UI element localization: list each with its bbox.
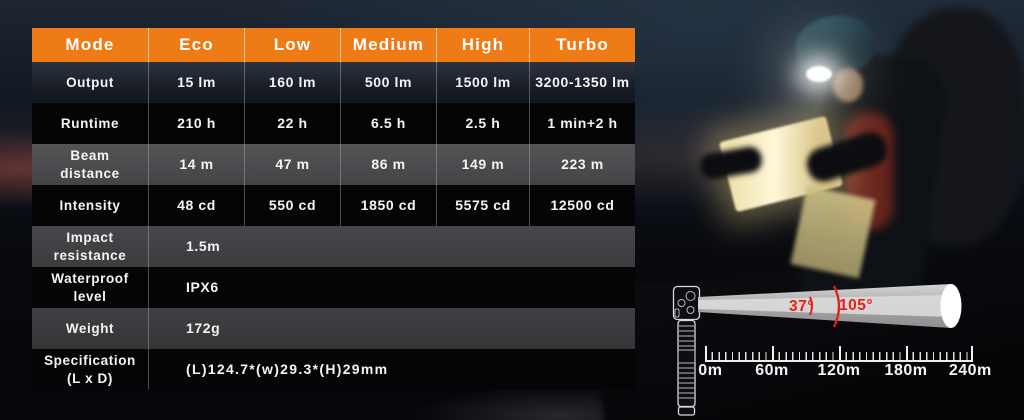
table-header-row: Mode Eco Low Medium High Turbo	[32, 28, 635, 62]
cell-value: 22 h	[244, 103, 340, 144]
cell-value: 1 min+2 h	[529, 103, 635, 144]
ruler-major-tick	[705, 346, 707, 360]
cell-value: 47 m	[244, 144, 340, 185]
spec-table: Mode Eco Low Medium High Turbo Output 15…	[32, 28, 635, 390]
beam-diagram: 37° 105° 0m 60m 120m 180m 240m	[672, 283, 1024, 420]
cell-value: 550 cd	[244, 185, 340, 226]
cell-value: 6.5 h	[340, 103, 436, 144]
cell-value: 500 lm	[340, 62, 436, 103]
table-row-waterproof-level: Waterproof level IPX6	[32, 267, 635, 308]
cell-value: 12500 cd	[529, 185, 635, 226]
table-row-runtime: Runtime 210 h 22 h 6.5 h 2.5 h 1 min+2 h	[32, 103, 635, 144]
cell-value: 149 m	[436, 144, 529, 185]
cell-value: 86 m	[340, 144, 436, 185]
row-label: Impact resistance	[53, 229, 127, 263]
cell-value: IPX6	[148, 267, 635, 308]
row-label: Intensity	[59, 197, 121, 213]
row-label: Runtime	[60, 115, 120, 131]
ruler-major-tick	[971, 346, 973, 360]
cell-value: 1.5m	[148, 226, 635, 267]
cell-value: 1850 cd	[340, 185, 436, 226]
headlamp-glow	[806, 66, 832, 82]
ruler-major-tick	[772, 346, 774, 360]
ruler-label: 180m	[884, 362, 928, 379]
table-row-specification: Specification (L x D) (L)124.7*(w)29.3*(…	[32, 349, 635, 390]
cell-value: 15 lm	[148, 62, 244, 103]
ruler-major-tick	[906, 346, 908, 360]
flashlight-icon	[672, 285, 701, 416]
ruler-baseline	[705, 360, 973, 362]
ruler-label: 0m	[698, 362, 723, 379]
spot-angle-label: 37°	[789, 298, 814, 315]
header-cell-eco: Eco	[148, 28, 244, 62]
ruler-label: 60m	[755, 362, 789, 379]
flood-angle-label: 105°	[839, 297, 874, 314]
cell-value: 172g	[148, 308, 635, 349]
cell-value: 160 lm	[244, 62, 340, 103]
row-label: Output	[66, 74, 114, 90]
beam-cone	[698, 284, 962, 328]
cell-value: 210 h	[148, 103, 244, 144]
header-cell-low: Low	[244, 28, 340, 62]
header-cell-high: High	[436, 28, 529, 62]
cell-value: 2.5 h	[436, 103, 529, 144]
table-row-beam-distance: Beam distance 14 m 47 m 86 m 149 m 223 m	[32, 144, 635, 185]
header-cell-mode: Mode	[65, 34, 115, 54]
table-row-output: Output 15 lm 160 lm 500 lm 1500 lm 3200-…	[32, 62, 635, 103]
cell-value: 1500 lm	[436, 62, 529, 103]
table-row-weight: Weight 172g	[32, 308, 635, 349]
cell-value: 48 cd	[148, 185, 244, 226]
ruler-major-tick	[839, 346, 841, 360]
row-label: Beam distance	[60, 147, 120, 181]
row-label: Waterproof level	[51, 270, 129, 304]
distance-ruler	[705, 345, 973, 362]
cell-value: 5575 cd	[436, 185, 529, 226]
ruler-label: 120m	[817, 362, 861, 379]
row-label: Weight	[65, 320, 115, 336]
table-row-intensity: Intensity 48 cd 550 cd 1850 cd 5575 cd 1…	[32, 185, 635, 226]
cell-value: 14 m	[148, 144, 244, 185]
row-label: Specification (L x D)	[44, 352, 136, 386]
cell-value: 223 m	[529, 144, 635, 185]
header-cell-turbo: Turbo	[529, 28, 635, 62]
ruler-labels: 0m 60m 120m 180m 240m	[698, 362, 991, 382]
table-row-impact-resistance: Impact resistance 1.5m	[32, 226, 635, 267]
cell-value: (L)124.7*(w)29.3*(H)29mm	[148, 349, 635, 390]
face-silhouette	[833, 68, 863, 102]
ruler-label: 240m	[948, 362, 992, 379]
cell-value: 3200-1350 lm	[529, 62, 635, 103]
header-cell-medium: Medium	[340, 28, 436, 62]
